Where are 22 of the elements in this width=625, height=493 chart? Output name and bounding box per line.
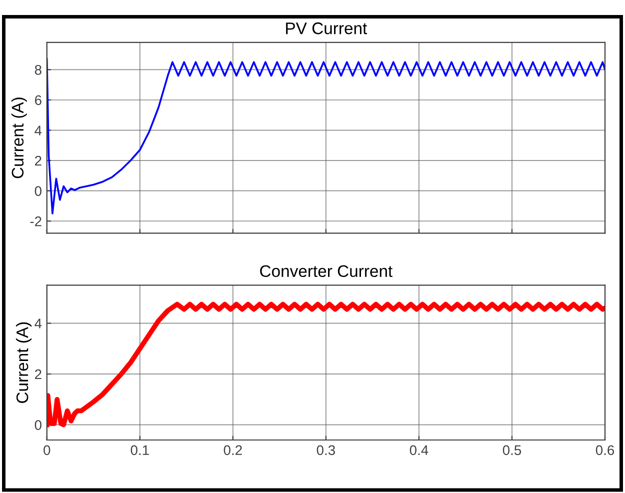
x-tick-label: 0.6 <box>596 445 614 456</box>
x-tick-label: 0.1 <box>130 445 149 456</box>
y-tick-label: 4 <box>34 318 42 328</box>
x-tick-label: 0.4 <box>410 445 428 456</box>
y-tick-label: 2 <box>34 369 42 380</box>
x-tick-label: 0.5 <box>502 445 522 456</box>
x-tick-label: 0.2 <box>224 445 242 456</box>
y-tick-label: 6 <box>34 95 42 106</box>
y-axis-title: Current (A) <box>16 322 32 403</box>
y-tick-label: -2 <box>30 216 42 226</box>
y-tick-label: 0 <box>34 420 42 430</box>
y-tick-label: 4 <box>34 126 42 136</box>
y-tick-label: 0 <box>34 186 42 196</box>
y-tick-label: 2 <box>34 156 42 166</box>
line-series <box>46 58 605 214</box>
y-tick-label: 8 <box>34 64 42 75</box>
x-tick-label: 0.3 <box>316 445 335 456</box>
line-series <box>46 302 605 428</box>
chart-title: Converter Current <box>260 265 393 278</box>
y-axis-title: Current (A) <box>11 98 27 178</box>
x-tick-label: 0 <box>44 445 50 456</box>
chart-title: PV Current <box>286 22 368 34</box>
